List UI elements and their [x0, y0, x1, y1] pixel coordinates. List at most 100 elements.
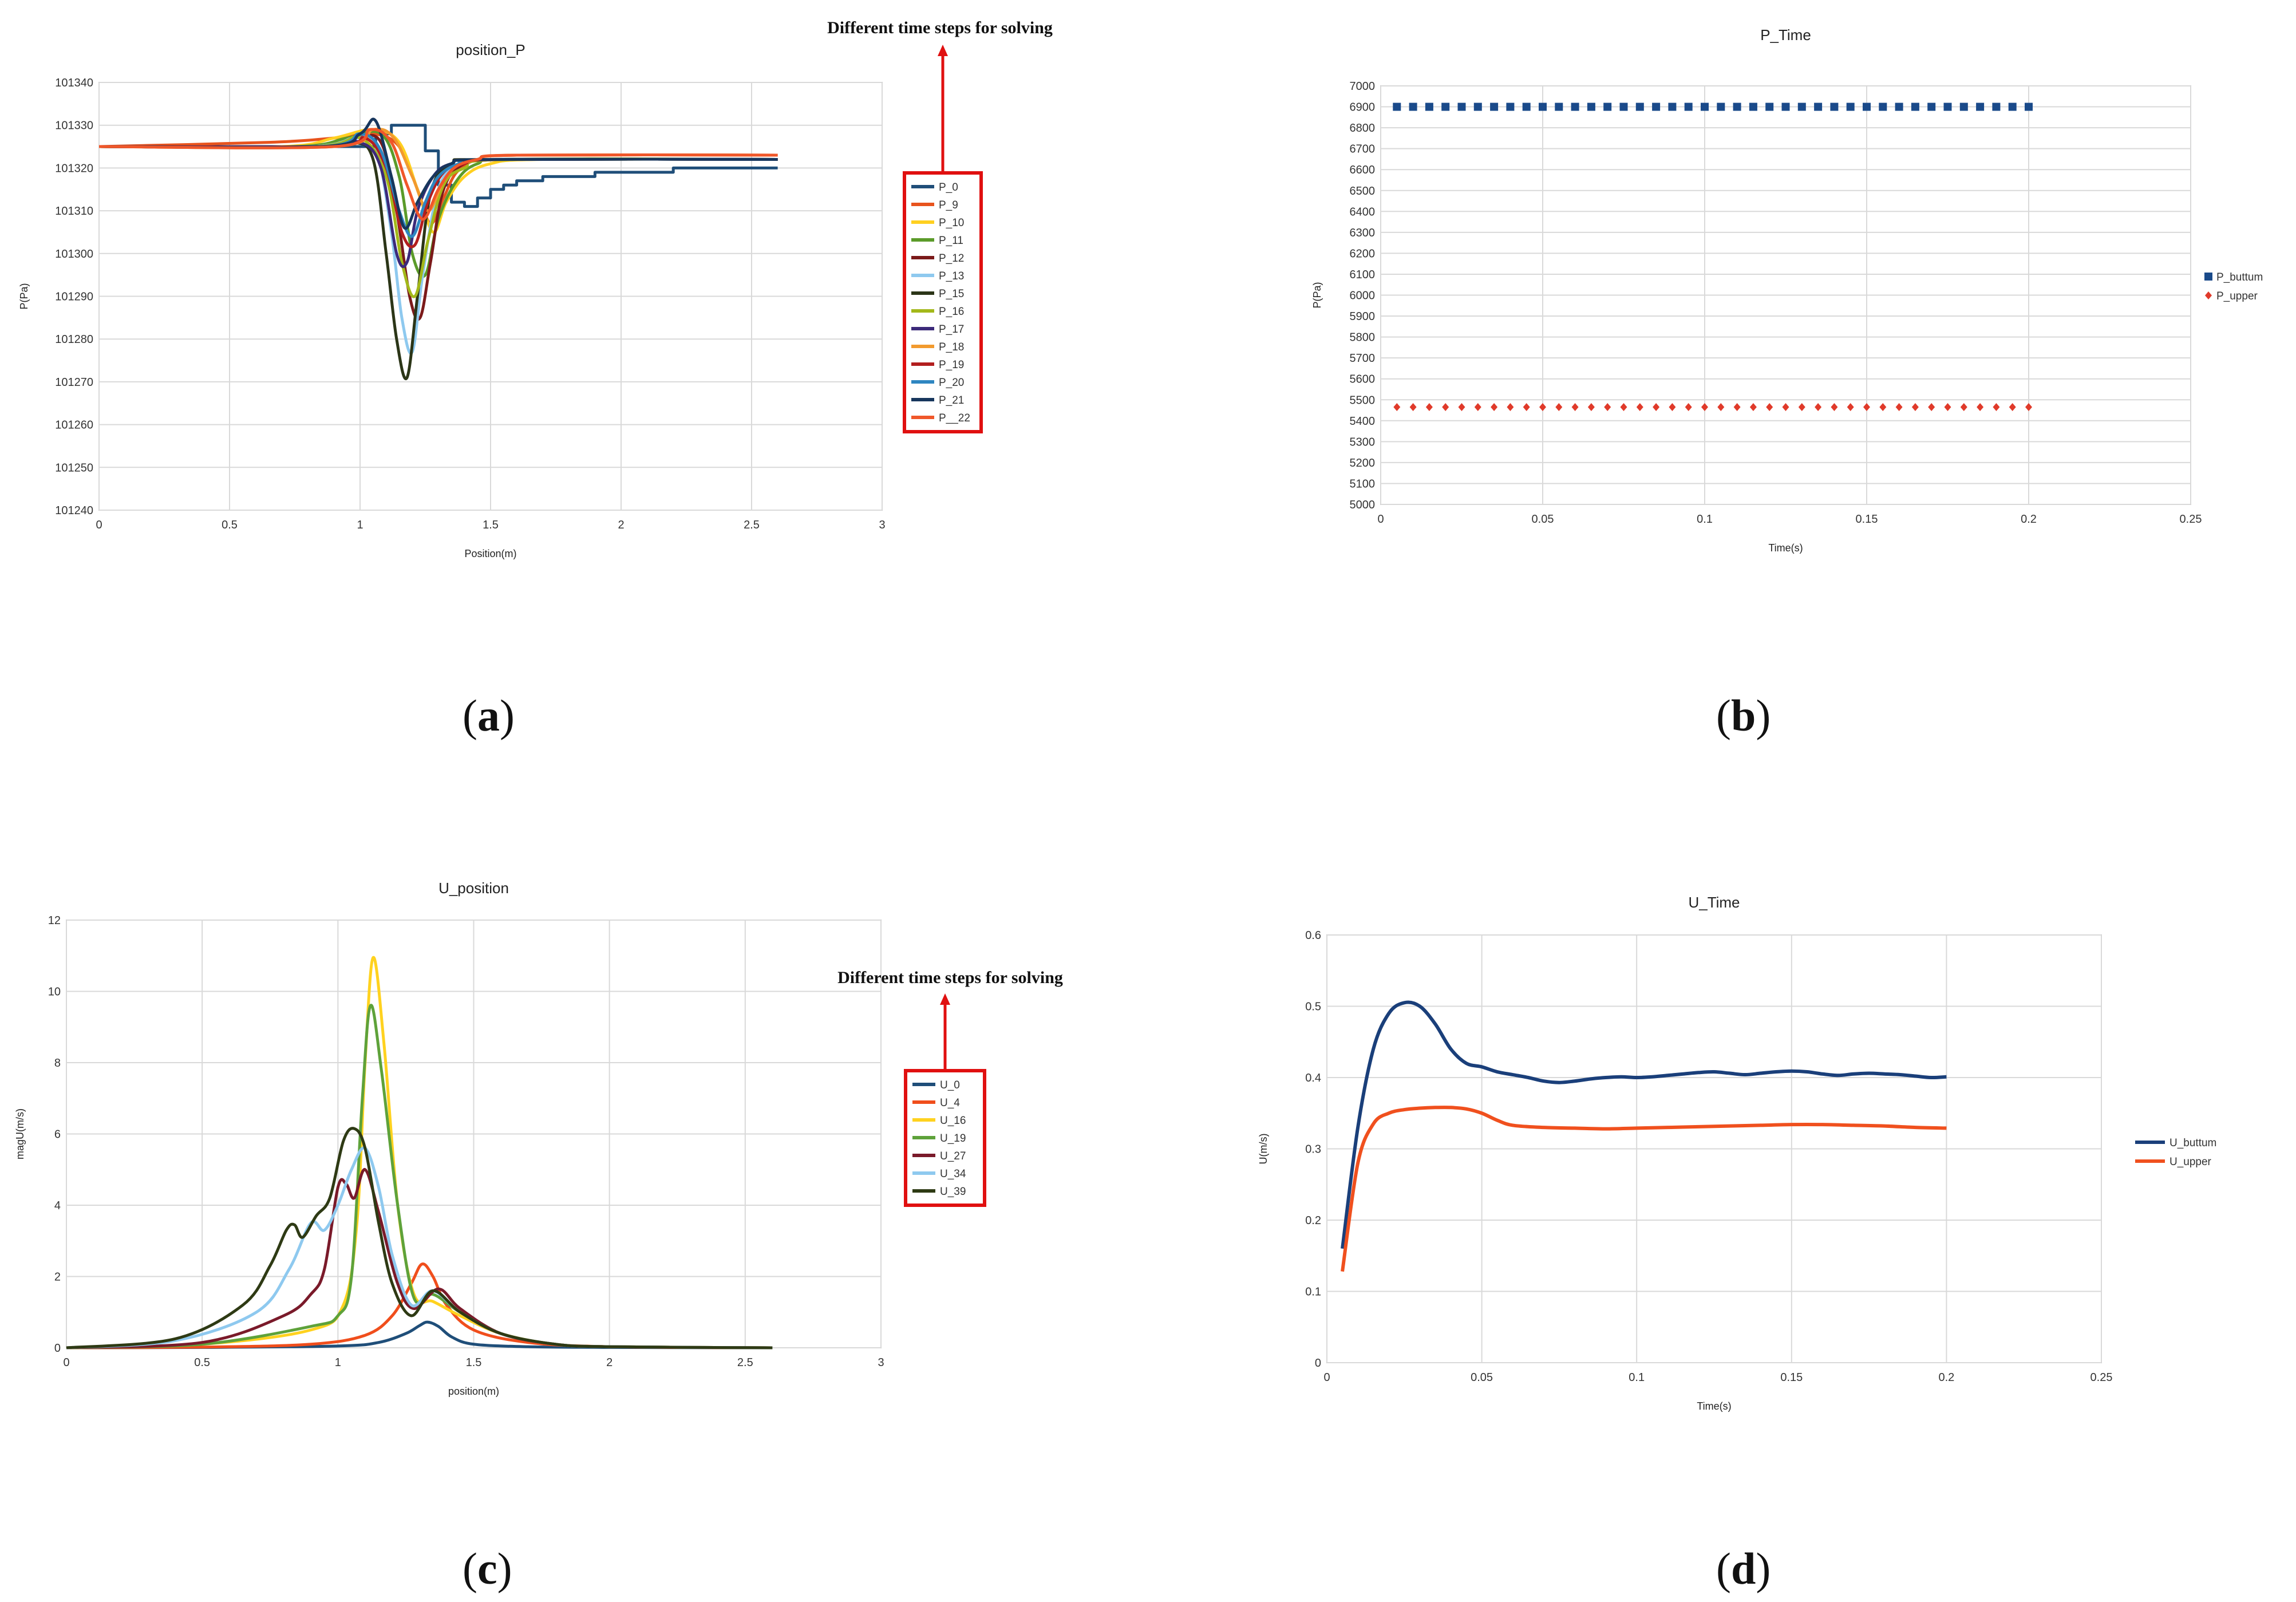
x-tick-label: 0.5 [222, 519, 238, 531]
data-point [1491, 403, 1498, 412]
x-tick-label: 0 [1377, 513, 1384, 526]
x-tick-label: 0.15 [1856, 513, 1878, 526]
panel-label-b: (b) [1716, 690, 1771, 740]
x-tick-label: 0.05 [1532, 513, 1554, 526]
legend-label: P_20 [939, 377, 964, 389]
y-axis-label: magU(m/s) [14, 1108, 26, 1159]
legend-label: P_15 [939, 288, 964, 300]
data-point [1895, 102, 1903, 111]
y-axis-label: U(m/s) [1258, 1134, 1269, 1165]
annotation-text: Different time steps for solving [827, 18, 1053, 37]
legend-label: P_16 [939, 306, 964, 318]
chart-title: U_position [438, 879, 509, 897]
legend-label: P_12 [939, 252, 964, 265]
data-point [1830, 102, 1839, 111]
data-point [1473, 102, 1482, 111]
data-point [1555, 403, 1563, 412]
data-point [1652, 102, 1661, 111]
data-point [1555, 102, 1563, 111]
y-tick-label: 101310 [55, 205, 93, 218]
data-point [1895, 403, 1903, 412]
panel-d-text: d [1730, 1544, 1756, 1593]
y-tick-label: 101340 [55, 77, 93, 89]
panel-c-text: c [477, 1544, 497, 1593]
y-tick-label: 0.2 [1305, 1214, 1321, 1227]
data-point [1879, 102, 1887, 111]
legend-label: P_21 [939, 394, 964, 407]
series-line-P__22 [98, 128, 778, 221]
series-line-U_upper [1341, 1106, 1947, 1272]
x-tick-label: 0 [96, 519, 102, 531]
y-tick-label: 5900 [1350, 310, 1376, 323]
data-point [2008, 102, 2017, 111]
x-tick-label: 0.1 [1629, 1371, 1645, 1384]
y-tick-label: 101320 [55, 162, 93, 175]
y-tick-label: 101270 [55, 376, 93, 389]
y-tick-label: 6500 [1350, 185, 1376, 198]
data-point [1993, 403, 2000, 412]
data-point [1798, 403, 1805, 412]
data-point [1977, 403, 1984, 412]
x-axis-label: position(m) [448, 1386, 499, 1397]
chart-title: position_P [456, 41, 525, 58]
data-point [1635, 102, 1644, 111]
x-tick-label: 1 [357, 519, 363, 531]
y-tick-label: 6400 [1350, 206, 1376, 218]
y-tick-label: 101240 [55, 504, 93, 517]
y-tick-label: 101300 [55, 248, 93, 261]
annotation-arrow-head [938, 45, 948, 56]
legend-label: P_13 [939, 270, 964, 282]
legend-label: U_19 [940, 1133, 966, 1145]
data-point [1539, 403, 1546, 412]
legend: U_buttum U_upper [2135, 1137, 2216, 1168]
y-tick-label: 5100 [1350, 478, 1376, 490]
legend-label: P_buttum [2216, 271, 2263, 283]
chart-d: 0 0.1 0.2 0.3 0.4 0.5 0.6 0 0.05 0.1 0.15 0.2 0.25 U_… [1258, 894, 2216, 1412]
panel-label-c: (c) [463, 1544, 512, 1593]
panel-b-text: b [1730, 690, 1756, 740]
y-tick-label: 5700 [1350, 352, 1376, 365]
data-point [1717, 102, 1725, 111]
x-tick-label: 2 [618, 519, 624, 531]
data-point [1425, 403, 1433, 412]
y-tick-label: 0.3 [1305, 1143, 1321, 1156]
data-point [1846, 102, 1855, 111]
data-point [1587, 102, 1595, 111]
legend-label: U_buttum [2169, 1137, 2216, 1149]
legend-label: U_0 [940, 1079, 960, 1091]
series-line-U_buttum [1341, 1000, 1947, 1249]
data-point [1863, 403, 1870, 412]
data-point [1604, 403, 1611, 412]
y-tick-label: 6600 [1350, 164, 1376, 176]
x-tick-label: 0.25 [2090, 1371, 2113, 1384]
data-point [1490, 102, 1499, 111]
x-axis-label: Position(m) [464, 548, 516, 559]
series-line-P_0 [99, 124, 778, 208]
data-point [1959, 102, 1968, 111]
y-tick-label: 5800 [1350, 332, 1376, 344]
x-axis-label: Time(s) [1697, 1400, 1731, 1412]
x-tick-label: 0.25 [2180, 513, 2202, 526]
data-point [1815, 403, 1822, 412]
data-point [1733, 102, 1741, 111]
data-point [1992, 102, 2001, 111]
data-point [1457, 102, 1466, 111]
y-tick-label: 10 [48, 986, 61, 999]
data-point [1425, 102, 1433, 111]
legend-label: P_17 [939, 323, 964, 336]
legend-label: P_upper [2216, 290, 2258, 302]
x-tick-label: 0 [63, 1356, 69, 1369]
y-tick-label: 6 [54, 1128, 61, 1141]
data-point [1781, 102, 1790, 111]
y-axis-label: P(Pa) [18, 283, 30, 309]
legend-label: P_19 [939, 359, 964, 371]
data-point [1814, 102, 1823, 111]
series-markers-P_upper [1393, 403, 2032, 412]
panel-a-text: a [477, 690, 500, 740]
data-point [1717, 403, 1725, 412]
y-tick-label: 5000 [1350, 499, 1376, 511]
legend-label: U_16 [940, 1115, 966, 1127]
data-point [2025, 403, 2032, 412]
chart-title: P_Time [1760, 26, 1811, 44]
data-point [1409, 403, 1417, 412]
